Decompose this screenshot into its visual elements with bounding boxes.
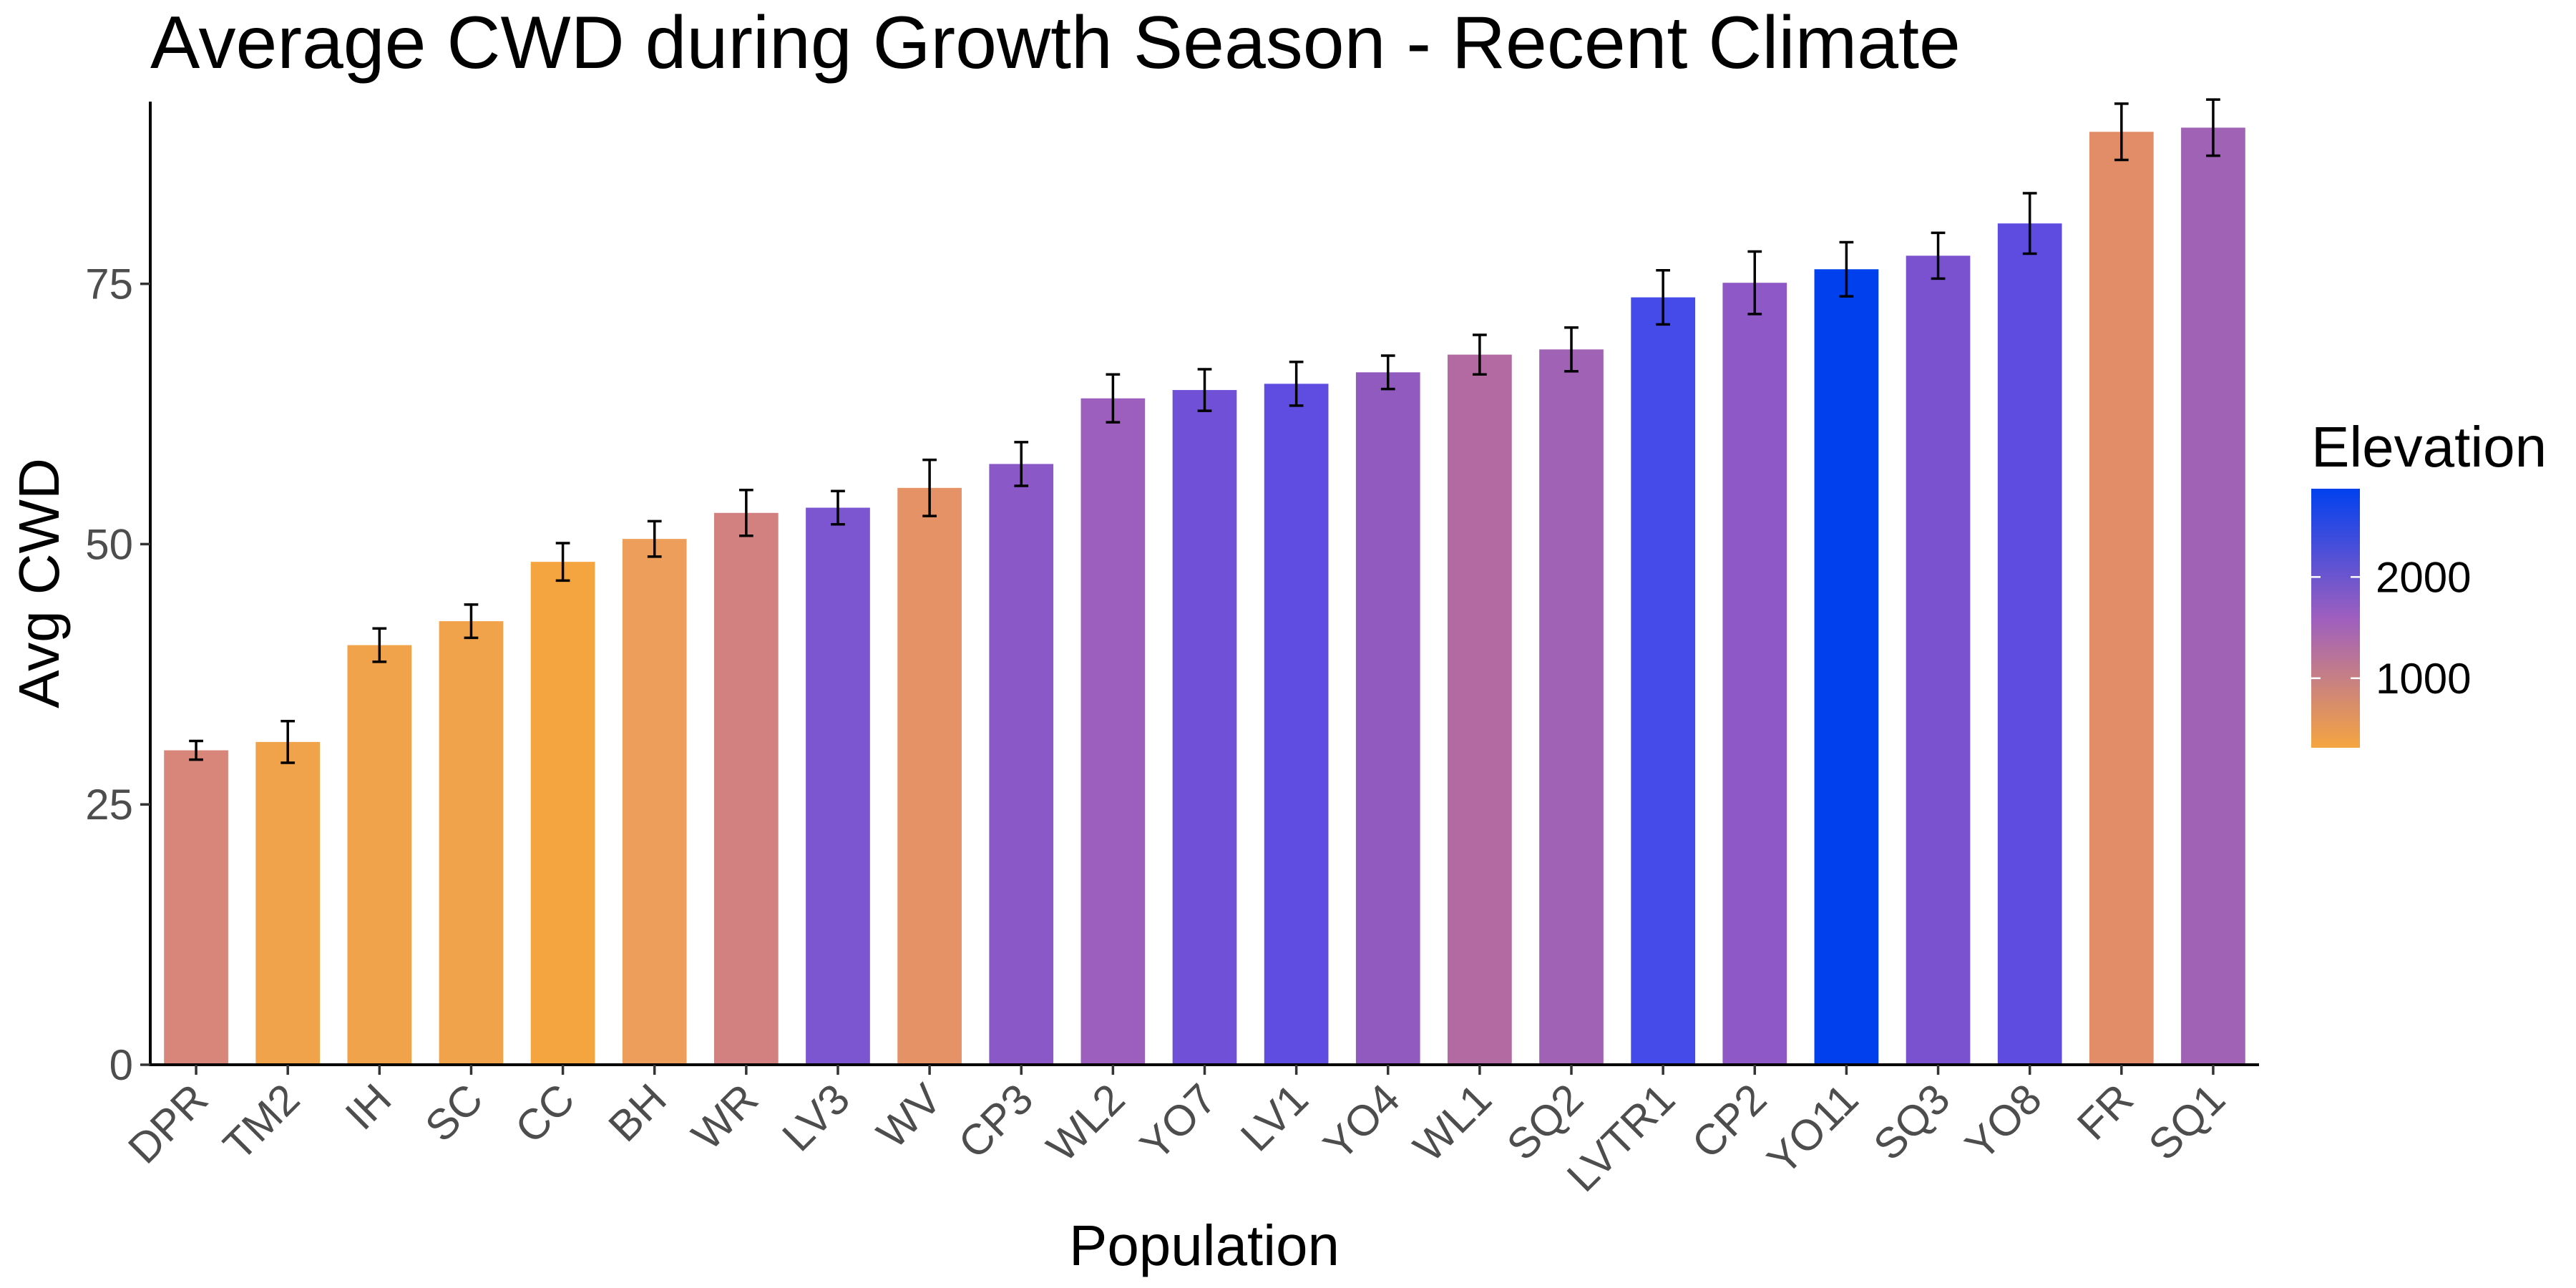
x-tick-label: FR bbox=[2068, 1075, 2142, 1149]
x-axis-title: Population bbox=[1069, 1214, 1340, 1277]
x-tick-label: YO11 bbox=[1758, 1075, 1868, 1184]
y-tick-label: 50 bbox=[85, 520, 133, 568]
x-tick-label: WL2 bbox=[1038, 1075, 1134, 1171]
errorbar-SQ3 bbox=[1931, 231, 1946, 280]
y-axis-title: Avg CWD bbox=[7, 458, 71, 708]
errorbar-WV bbox=[922, 458, 937, 517]
legend-title: Elevation bbox=[2311, 415, 2547, 479]
bar-YO7 bbox=[1172, 390, 1237, 1065]
x-tick-label: WL1 bbox=[1404, 1075, 1501, 1171]
bar-WL2 bbox=[1080, 398, 1146, 1065]
errorbar-YO8 bbox=[2022, 192, 2037, 255]
x-tick-label: SQ3 bbox=[1864, 1075, 1958, 1169]
x-tick-label: YO4 bbox=[1314, 1075, 1409, 1169]
bar-YO4 bbox=[1355, 372, 1420, 1065]
legend-label: 1000 bbox=[2376, 655, 2471, 703]
bar-LV3 bbox=[806, 507, 870, 1065]
x-tick-label: YO8 bbox=[1956, 1075, 2051, 1169]
errorbar-IH bbox=[372, 627, 387, 663]
x-tick-label: CC bbox=[506, 1075, 584, 1153]
bar-WV bbox=[897, 487, 962, 1065]
errorbar-FR bbox=[2114, 102, 2129, 162]
errorbar-TM2 bbox=[280, 720, 296, 764]
errorbar-CP3 bbox=[1014, 441, 1029, 487]
bar-DPR bbox=[164, 750, 228, 1065]
errorbar-SQ2 bbox=[1564, 326, 1579, 373]
x-tick-label: CP3 bbox=[950, 1075, 1043, 1168]
errorbar-CC bbox=[555, 542, 570, 582]
y-tick-label: 0 bbox=[109, 1041, 133, 1089]
errorbar-SQ1 bbox=[2206, 98, 2220, 157]
bar-YO11 bbox=[1814, 269, 1879, 1065]
y-ticks: 0 25 50 75 bbox=[85, 260, 150, 1089]
bar-CC bbox=[530, 562, 595, 1065]
errorbar-WL1 bbox=[1473, 333, 1487, 376]
bars-group bbox=[164, 127, 2245, 1065]
chart-title: Average CWD during Growth Season - Recen… bbox=[150, 1, 1961, 84]
bar-SQ1 bbox=[2181, 127, 2245, 1065]
x-tick-label: LV3 bbox=[773, 1075, 859, 1161]
errorbar-WL2 bbox=[1106, 373, 1121, 424]
y-tick-label: 25 bbox=[85, 781, 133, 829]
legend-colorbar bbox=[2311, 489, 2360, 748]
bar-LVTR1 bbox=[1631, 297, 1695, 1065]
x-tick-label: WV bbox=[868, 1075, 951, 1158]
bar-CP3 bbox=[989, 464, 1054, 1065]
bar-FR bbox=[2089, 132, 2154, 1065]
errorbar-LVTR1 bbox=[1656, 268, 1671, 326]
bar-SC bbox=[439, 621, 504, 1065]
bar-TM2 bbox=[255, 741, 321, 1065]
errorbar-SC bbox=[464, 603, 479, 640]
x-tick-label: BH bbox=[600, 1075, 675, 1151]
bar-IH bbox=[347, 645, 412, 1065]
x-tick-label: YO7 bbox=[1131, 1075, 1225, 1169]
errorbar-YO4 bbox=[1380, 354, 1395, 391]
x-tick-label: DPR bbox=[119, 1075, 217, 1173]
x-tick-label: WR bbox=[683, 1075, 767, 1159]
errorbar-LV1 bbox=[1289, 361, 1304, 407]
legend-ticks: 1000 2000 bbox=[2311, 553, 2471, 703]
bar-YO8 bbox=[1997, 223, 2062, 1065]
errorbar-WR bbox=[738, 489, 753, 537]
errorbar-YO7 bbox=[1197, 368, 1212, 412]
legend-label: 2000 bbox=[2376, 553, 2471, 601]
x-tick-label: LV1 bbox=[1231, 1075, 1317, 1161]
x-tick-label: IH bbox=[336, 1075, 401, 1139]
errorbars-group bbox=[189, 98, 2220, 764]
y-tick-label: 75 bbox=[85, 260, 133, 308]
errorbar-DPR bbox=[189, 739, 203, 761]
bar-WL1 bbox=[1448, 354, 1512, 1065]
bar-SQ3 bbox=[1906, 255, 1971, 1065]
legend: Elevation 1000 2000 bbox=[2311, 415, 2547, 748]
bar-WR bbox=[714, 512, 779, 1065]
errorbar-YO11 bbox=[1839, 240, 1854, 298]
x-tick-label: TM2 bbox=[214, 1075, 308, 1169]
x-tick-label: SC bbox=[416, 1075, 492, 1151]
errorbar-LV3 bbox=[831, 489, 845, 526]
errorbar-CP2 bbox=[1747, 250, 1762, 316]
bar-BH bbox=[622, 539, 687, 1065]
bar-LV1 bbox=[1264, 384, 1329, 1065]
bar-CP2 bbox=[1722, 283, 1787, 1065]
x-tick-label: SQ1 bbox=[2140, 1075, 2234, 1169]
bar-SQ2 bbox=[1539, 349, 1604, 1065]
errorbar-BH bbox=[647, 519, 662, 558]
